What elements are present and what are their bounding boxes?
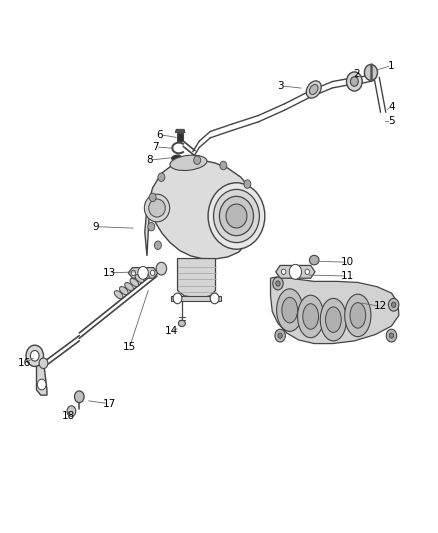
Circle shape: [156, 262, 166, 275]
Ellipse shape: [120, 287, 128, 295]
Polygon shape: [175, 130, 185, 133]
Circle shape: [194, 156, 201, 165]
Circle shape: [210, 293, 219, 304]
Ellipse shape: [125, 282, 134, 290]
Ellipse shape: [149, 199, 165, 217]
Circle shape: [273, 277, 283, 290]
Text: 7: 7: [152, 142, 159, 152]
Text: 16: 16: [18, 358, 32, 368]
Ellipse shape: [145, 194, 170, 222]
Polygon shape: [177, 259, 215, 298]
Ellipse shape: [170, 155, 207, 171]
Circle shape: [276, 281, 280, 286]
Circle shape: [173, 293, 182, 304]
Circle shape: [149, 193, 156, 201]
Ellipse shape: [345, 294, 371, 337]
Ellipse shape: [282, 297, 297, 323]
Text: 12: 12: [374, 301, 387, 311]
Text: 18: 18: [62, 411, 75, 422]
Circle shape: [305, 269, 309, 274]
Ellipse shape: [320, 298, 346, 341]
Circle shape: [389, 333, 394, 338]
Circle shape: [39, 358, 48, 368]
Text: 5: 5: [388, 116, 395, 126]
Circle shape: [37, 379, 46, 390]
Text: 2: 2: [353, 69, 360, 79]
Polygon shape: [276, 265, 315, 278]
Ellipse shape: [178, 320, 185, 327]
Polygon shape: [271, 277, 399, 344]
Circle shape: [275, 329, 286, 342]
Ellipse shape: [114, 290, 123, 298]
Text: 10: 10: [341, 257, 354, 267]
Text: 15: 15: [123, 342, 136, 352]
Circle shape: [282, 269, 286, 274]
Polygon shape: [177, 133, 183, 141]
Text: 3: 3: [277, 81, 283, 91]
Circle shape: [392, 302, 396, 308]
Circle shape: [138, 266, 148, 279]
Polygon shape: [128, 268, 158, 278]
Polygon shape: [36, 361, 47, 395]
Text: 14: 14: [164, 326, 177, 336]
Circle shape: [26, 345, 43, 367]
Ellipse shape: [325, 307, 341, 333]
Circle shape: [74, 391, 84, 402]
Text: 9: 9: [92, 222, 99, 232]
Circle shape: [220, 161, 227, 169]
Text: 11: 11: [341, 271, 354, 281]
Ellipse shape: [277, 289, 303, 332]
Ellipse shape: [297, 295, 324, 338]
Text: 17: 17: [102, 399, 116, 409]
Text: 13: 13: [102, 268, 116, 278]
Ellipse shape: [219, 196, 254, 236]
Polygon shape: [145, 160, 256, 259]
Circle shape: [158, 173, 165, 181]
Circle shape: [244, 180, 251, 188]
Ellipse shape: [350, 303, 366, 328]
Circle shape: [364, 64, 378, 80]
Polygon shape: [171, 296, 221, 301]
Circle shape: [148, 222, 155, 231]
Ellipse shape: [226, 204, 247, 228]
Text: 1: 1: [388, 61, 395, 70]
Ellipse shape: [135, 274, 144, 282]
Circle shape: [150, 270, 155, 276]
Ellipse shape: [171, 155, 181, 160]
Ellipse shape: [306, 81, 321, 98]
Circle shape: [154, 241, 161, 249]
Ellipse shape: [214, 189, 259, 243]
Circle shape: [350, 77, 358, 86]
Circle shape: [278, 333, 283, 338]
Ellipse shape: [309, 255, 319, 265]
Circle shape: [289, 264, 301, 279]
Circle shape: [67, 406, 76, 416]
Ellipse shape: [141, 270, 149, 279]
Text: 6: 6: [157, 130, 163, 140]
Circle shape: [389, 298, 399, 311]
Circle shape: [346, 72, 362, 91]
Ellipse shape: [130, 278, 139, 287]
Text: 8: 8: [146, 155, 152, 165]
Ellipse shape: [208, 183, 265, 249]
Text: 4: 4: [388, 102, 395, 112]
Ellipse shape: [309, 85, 318, 94]
Circle shape: [386, 329, 397, 342]
Circle shape: [131, 270, 136, 276]
Circle shape: [30, 351, 39, 361]
Ellipse shape: [303, 304, 318, 329]
